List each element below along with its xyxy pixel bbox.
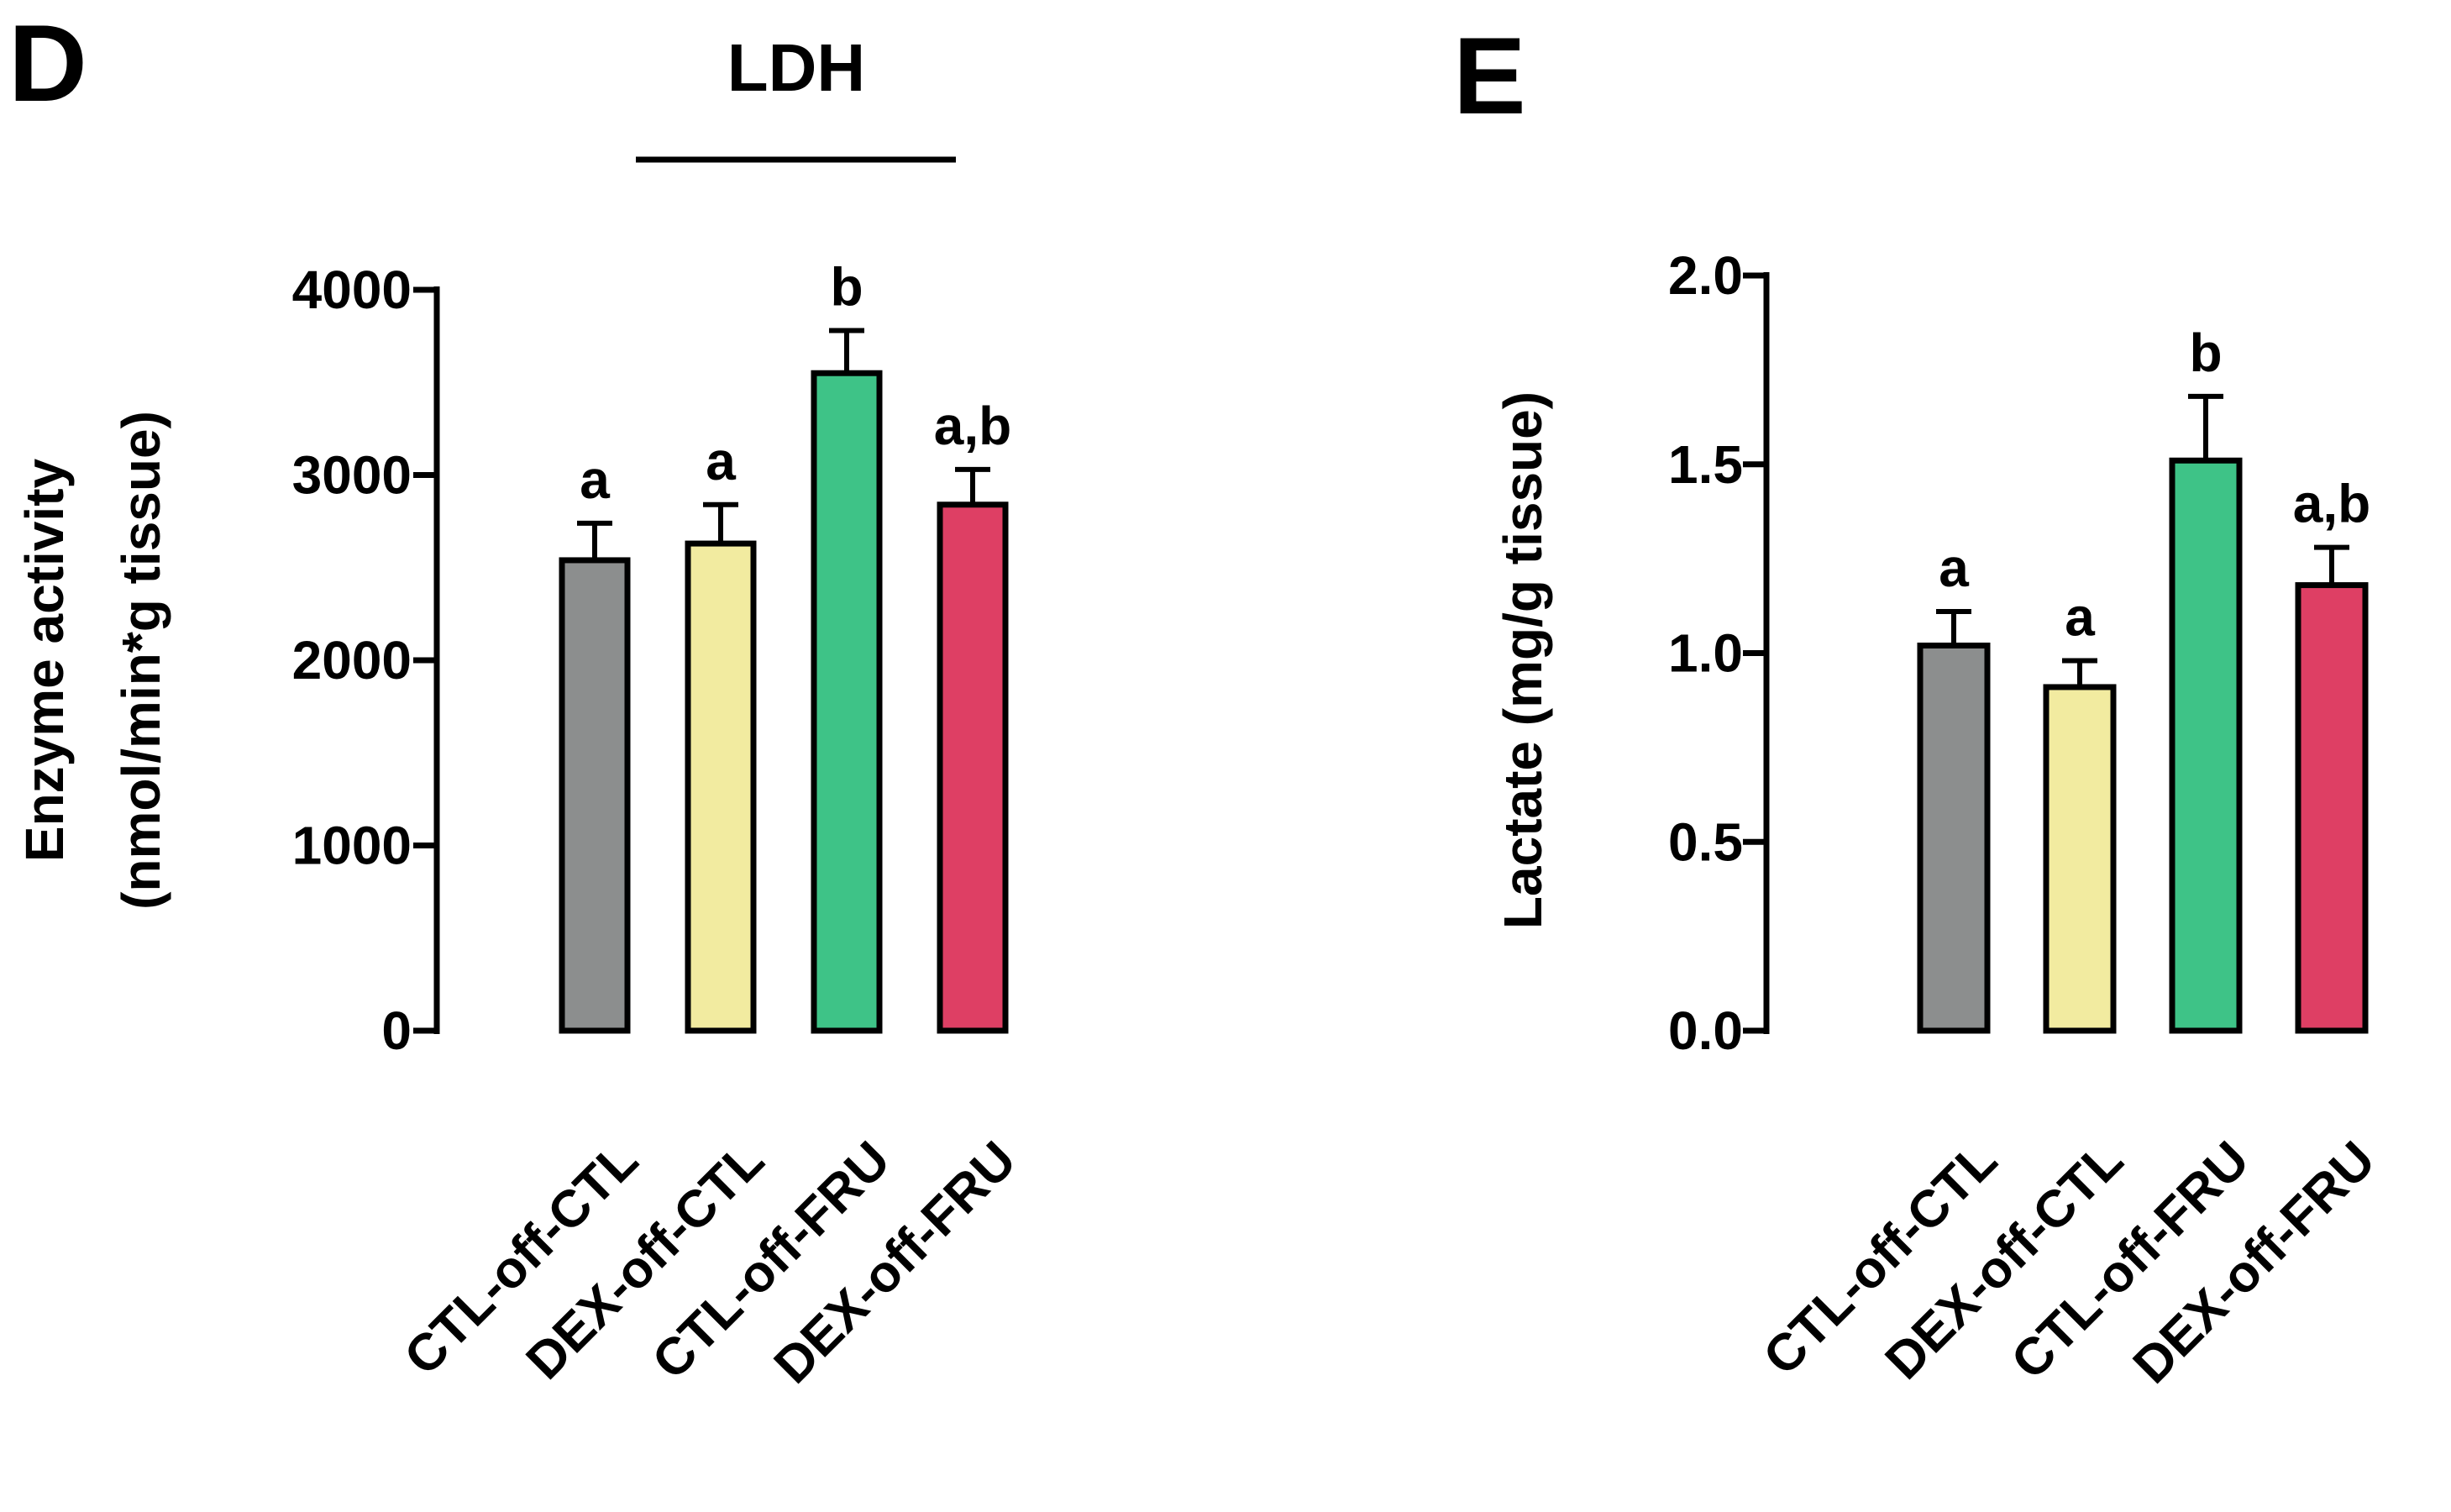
y-tick-label: 0.5 (1668, 811, 1743, 872)
y-axis-label: Lactate (mg/g tissue) (1493, 391, 1553, 929)
significance-label: b (830, 257, 863, 318)
bar (811, 370, 883, 1034)
bar (559, 557, 631, 1034)
y-axis-label: (nmol/min*g tissue) (111, 411, 171, 910)
bar (685, 540, 757, 1034)
panel-label: D (8, 2, 87, 124)
chart-panel-d: D LDH 0 1000 2000 3000 4000 Enzyme activity (nmo… (8, 2, 1027, 1394)
significance-label: a (1939, 538, 1969, 598)
chart-title: LDH (727, 30, 865, 105)
y-tick-label: 2000 (292, 630, 412, 690)
significance-label: a (2065, 586, 2095, 647)
significance-label: a,b (934, 396, 1011, 456)
y-tick-label: 1.5 (1668, 434, 1743, 495)
significance-label: a (580, 449, 610, 510)
significance-label: a (706, 431, 736, 491)
significance-label: b (2189, 323, 2222, 383)
bar (937, 501, 1009, 1034)
y-tick-label: 2.0 (1668, 245, 1743, 306)
bar (2043, 684, 2117, 1034)
y-tick-label: 4000 (292, 260, 412, 320)
bar (2295, 582, 2369, 1034)
y-tick-label: 0 (381, 1000, 412, 1061)
y-axis-label: Enzyme activity (14, 458, 75, 862)
bar (2169, 457, 2243, 1034)
bar (1917, 643, 1991, 1034)
y-tick-label: 1.0 (1668, 623, 1743, 684)
y-tick-label: 0.0 (1668, 1000, 1743, 1061)
significance-label: a,b (2293, 474, 2370, 534)
y-tick-label: 3000 (292, 445, 412, 506)
panel-label: E (1453, 14, 1526, 137)
y-tick-label: 1000 (292, 816, 412, 876)
